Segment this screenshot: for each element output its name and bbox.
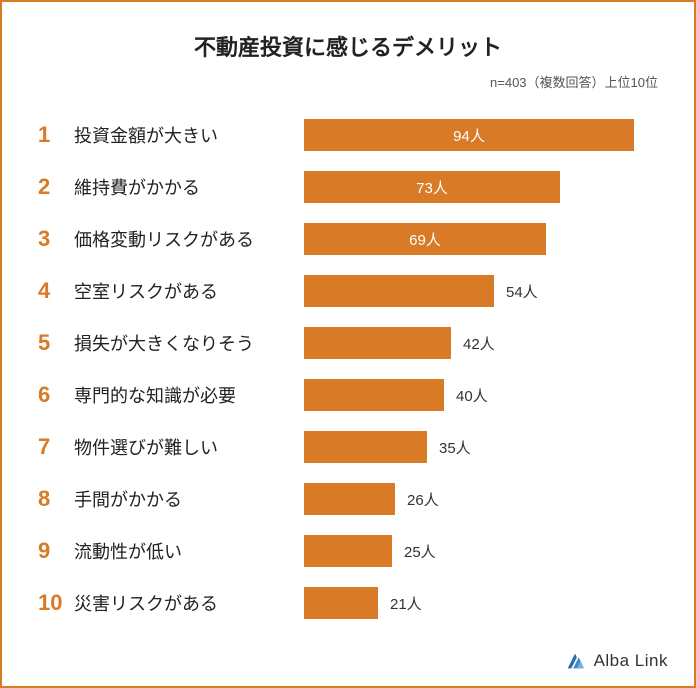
rank-number: 9 xyxy=(38,538,74,564)
item-label: 専門的な知識が必要 xyxy=(74,382,304,408)
bar-row: 3価格変動リスクがある 69人 xyxy=(38,213,658,265)
bar-area: 94人 xyxy=(304,109,658,161)
bar-fill xyxy=(304,535,392,567)
bar-fill xyxy=(304,483,395,515)
bar-area: 25人 xyxy=(304,525,658,577)
item-label: 維持費がかかる xyxy=(74,174,304,200)
bar-value: 35人 xyxy=(439,437,471,458)
chart-frame: 不動産投資に感じるデメリット n=403（複数回答）上位10位 1投資金額が大き… xyxy=(0,0,696,688)
bar-fill xyxy=(304,327,451,359)
item-label: 空室リスクがある xyxy=(74,278,304,304)
bar-value: 25人 xyxy=(404,541,436,562)
rank-number: 1 xyxy=(38,122,74,148)
rank-number: 8 xyxy=(38,486,74,512)
bar-fill xyxy=(304,275,494,307)
bar-fill: 94人 xyxy=(304,119,634,151)
bar-value: 69人 xyxy=(409,229,441,250)
item-label: 投資金額が大きい xyxy=(74,122,304,148)
bar-area: 35人 xyxy=(304,421,658,473)
rank-number: 4 xyxy=(38,278,74,304)
bar-row: 6専門的な知識が必要 40人 xyxy=(38,369,658,421)
chart-subtitle: n=403（複数回答）上位10位 xyxy=(38,72,658,91)
bar-row: 7物件選びが難しい 35人 xyxy=(38,421,658,473)
bar-row: 8手間がかかる 26人 xyxy=(38,473,658,525)
bar-row: 10災害リスクがある 21人 xyxy=(38,577,658,629)
bar-value: 73人 xyxy=(416,177,448,198)
bar-value: 40人 xyxy=(456,385,488,406)
chart-title: 不動産投資に感じるデメリット xyxy=(38,30,658,62)
bar-row: 4空室リスクがある 54人 xyxy=(38,265,658,317)
bar-row: 9流動性が低い 25人 xyxy=(38,525,658,577)
bar-row: 1投資金額が大きい 94人 xyxy=(38,109,658,161)
bar-rows: 1投資金額が大きい 94人 2維持費がかかる 73人 3価格変動リスクがある 69人 4空室… xyxy=(38,109,658,629)
bar-value: 26人 xyxy=(407,489,439,510)
bar-area: 54人 xyxy=(304,265,658,317)
bar-area: 21人 xyxy=(304,577,658,629)
logo-icon xyxy=(564,650,586,672)
rank-number: 5 xyxy=(38,330,74,356)
rank-number: 2 xyxy=(38,174,74,200)
bar-value: 42人 xyxy=(463,333,495,354)
bar-fill: 73人 xyxy=(304,171,560,203)
bar-value: 54人 xyxy=(506,281,538,302)
item-label: 損失が大きくなりそう xyxy=(74,330,304,356)
bar-row: 2維持費がかかる 73人 xyxy=(38,161,658,213)
bar-row: 5損失が大きくなりそう 42人 xyxy=(38,317,658,369)
rank-number: 3 xyxy=(38,226,74,252)
bar-area: 69人 xyxy=(304,213,658,265)
rank-number: 6 xyxy=(38,382,74,408)
item-label: 流動性が低い xyxy=(74,538,304,564)
item-label: 災害リスクがある xyxy=(74,590,304,616)
rank-number: 7 xyxy=(38,434,74,460)
logo-text: Alba Link xyxy=(594,651,668,671)
bar-fill: 69人 xyxy=(304,223,546,255)
bar-fill xyxy=(304,379,444,411)
item-label: 価格変動リスクがある xyxy=(74,226,304,252)
item-label: 物件選びが難しい xyxy=(74,434,304,460)
bar-value: 21人 xyxy=(390,593,422,614)
bar-area: 42人 xyxy=(304,317,658,369)
bar-value: 94人 xyxy=(453,125,485,146)
bar-area: 40人 xyxy=(304,369,658,421)
rank-number: 10 xyxy=(38,590,74,616)
bar-area: 73人 xyxy=(304,161,658,213)
bar-area: 26人 xyxy=(304,473,658,525)
bar-fill xyxy=(304,431,427,463)
item-label: 手間がかかる xyxy=(74,486,304,512)
brand-logo: Alba Link xyxy=(564,650,668,672)
bar-fill xyxy=(304,587,378,619)
